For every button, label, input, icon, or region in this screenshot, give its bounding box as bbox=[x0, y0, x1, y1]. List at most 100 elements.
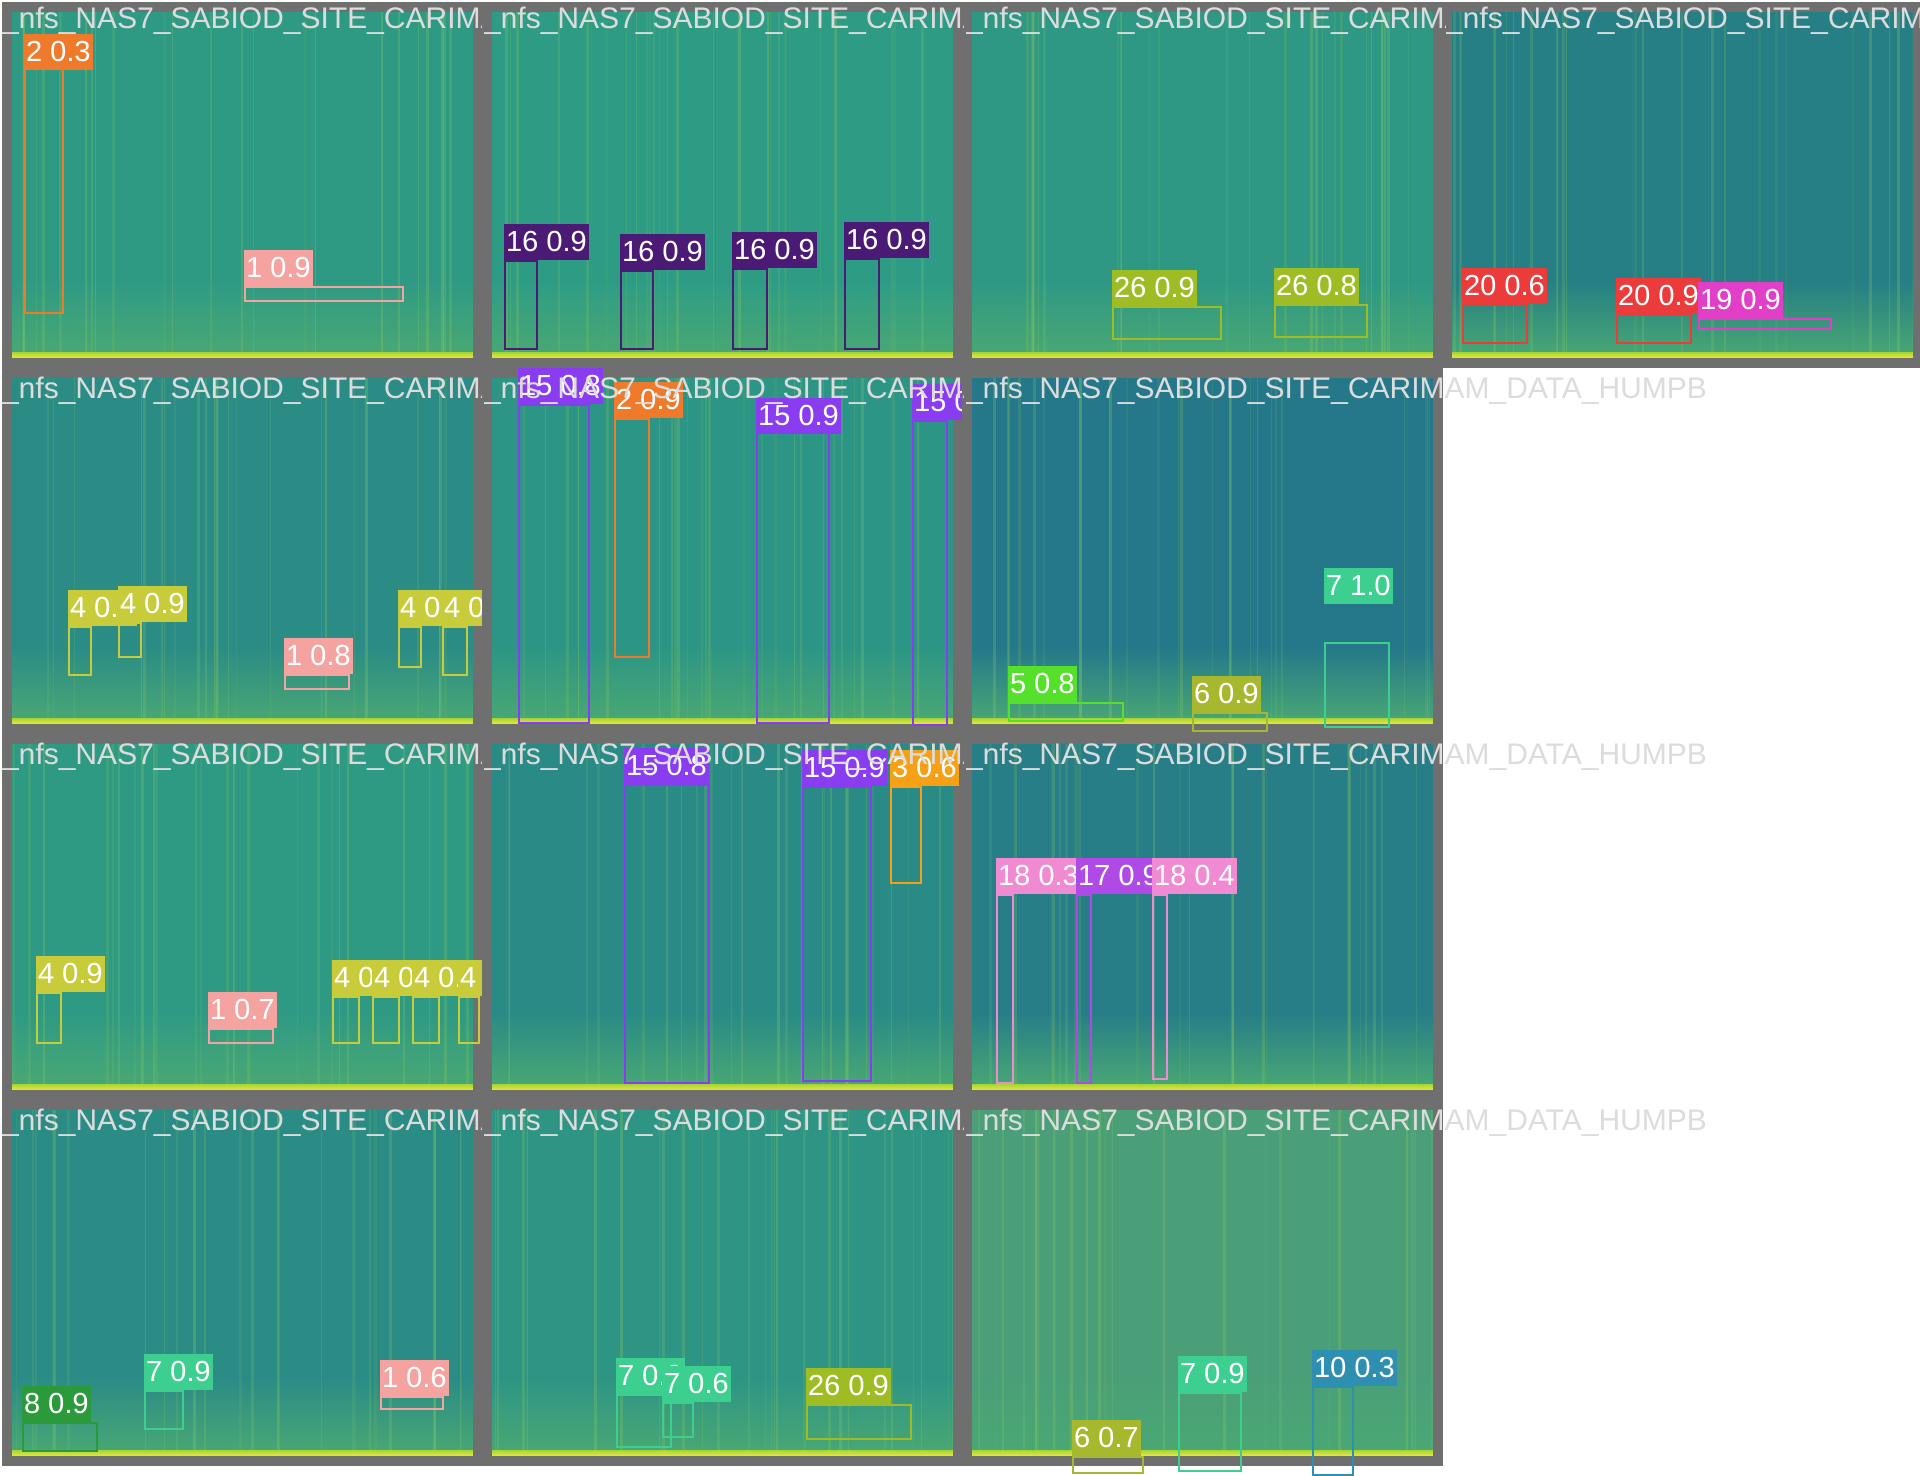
spectrogram-image bbox=[12, 378, 473, 724]
spectrogram-stripe bbox=[848, 1110, 849, 1456]
spectrogram-stripe bbox=[523, 378, 525, 724]
spectrogram-stripe bbox=[894, 12, 896, 358]
spectrogram-stripe bbox=[586, 744, 588, 1090]
spectrogram-tile bbox=[2, 368, 483, 734]
spectrogram-stripe bbox=[908, 744, 909, 1090]
spectrogram-stripe bbox=[444, 744, 447, 1090]
spectrogram-stripe bbox=[1387, 12, 1390, 358]
spectrogram-stripe bbox=[1724, 12, 1726, 358]
spectrogram-stripe bbox=[433, 1110, 436, 1456]
spectrogram-stripe bbox=[374, 1110, 377, 1456]
spectrogram-stripe bbox=[59, 12, 62, 358]
spectrogram-stripe bbox=[948, 1110, 949, 1456]
spectrogram-stripe bbox=[1453, 12, 1456, 358]
spectrogram-stripe bbox=[1026, 12, 1029, 358]
tile-title-text: _nfs_NAS7_SABIOD_SITE_CARIMAM_DATA_HUMPB bbox=[966, 1104, 1707, 1137]
spectrogram-stripe bbox=[761, 378, 763, 724]
tile-title-text: _nfs_NAS7_SABIOD_SITE_CARIMAM_DATA_HUMPB bbox=[2, 372, 482, 405]
detection-box bbox=[1462, 304, 1528, 344]
spectrogram-floor-band bbox=[972, 1084, 1433, 1090]
spectrogram-stripe bbox=[1384, 12, 1386, 358]
detection-label: 16 0.9 bbox=[844, 222, 929, 258]
spectrogram-stripe bbox=[1179, 744, 1181, 1090]
spectrogram-stripe bbox=[226, 744, 229, 1090]
spectrogram-stripe bbox=[112, 12, 115, 358]
spectrogram-stripe bbox=[1104, 1110, 1107, 1456]
spectrogram-stripe bbox=[785, 744, 788, 1090]
spectrogram-stripe bbox=[1059, 744, 1061, 1090]
detection-box bbox=[458, 996, 480, 1044]
tile-title-text: _nfs_NAS7_SABIOD_SITE_CARIMAM_DATA_HUMPB bbox=[966, 372, 1707, 405]
detection-box bbox=[732, 268, 768, 350]
spectrogram-stripe bbox=[784, 12, 787, 358]
spectrogram-stripe bbox=[828, 1110, 831, 1456]
spectrogram-stripe bbox=[1557, 12, 1558, 358]
tile-title-text: _nfs_NAS7_SABIOD_SITE_CARIMAM_DATA_HUMPB bbox=[2, 738, 482, 771]
detection-box bbox=[1312, 1386, 1354, 1476]
detection-label: 16 0.9 bbox=[504, 224, 589, 260]
spectrogram-floor-band bbox=[12, 1450, 473, 1456]
spectrogram-stripe bbox=[42, 12, 45, 358]
spectrogram-stripe bbox=[429, 744, 430, 1090]
detection-box bbox=[1698, 318, 1832, 330]
spectrogram-stripe bbox=[845, 744, 848, 1090]
spectrogram-stripe bbox=[1406, 1110, 1408, 1456]
spectrogram-stripe bbox=[978, 1110, 979, 1456]
spectrogram-stripe bbox=[365, 378, 368, 724]
spectrogram-stripe bbox=[1229, 378, 1231, 724]
spectrogram-stripe bbox=[713, 12, 714, 358]
spectrogram-stripe bbox=[239, 1110, 242, 1456]
spectrogram-stripe bbox=[353, 1110, 356, 1456]
detection-box bbox=[624, 784, 710, 1084]
spectrogram-stripe bbox=[767, 12, 769, 358]
spectrogram-stripe bbox=[434, 1110, 436, 1456]
detection-box bbox=[518, 404, 590, 724]
detection-label: 4 0.9 bbox=[36, 956, 105, 992]
spectrogram-stripe bbox=[1506, 12, 1507, 358]
spectrogram-image bbox=[492, 744, 953, 1090]
spectrogram-stripe bbox=[1348, 744, 1351, 1090]
spectrogram-stripe bbox=[995, 1110, 996, 1456]
spectrogram-stripe bbox=[620, 1110, 623, 1456]
spectrogram-stripe bbox=[174, 378, 176, 724]
spectrogram-stripe bbox=[277, 1110, 279, 1456]
spectrogram-image bbox=[972, 378, 1433, 724]
spectrogram-stripe bbox=[1033, 378, 1036, 724]
spectrogram-stripe bbox=[112, 744, 114, 1090]
spectrogram-stripe bbox=[979, 1110, 980, 1456]
detection-label: 2 0.3 bbox=[24, 34, 93, 70]
spectrogram-stripe bbox=[1074, 744, 1077, 1090]
spectrogram-stripe bbox=[510, 12, 511, 358]
spectrogram-stripe bbox=[251, 1110, 254, 1456]
spectrogram-stripe bbox=[681, 744, 682, 1090]
spectrogram-stripe bbox=[1079, 378, 1082, 724]
spectrogram-stripe bbox=[86, 12, 87, 358]
detection-box bbox=[372, 996, 400, 1044]
spectrogram-stripe bbox=[172, 12, 173, 358]
spectrogram-stripe bbox=[1035, 1110, 1036, 1456]
detection-box bbox=[68, 626, 92, 676]
spectrogram-image bbox=[972, 744, 1433, 1090]
spectrogram-floor-band bbox=[492, 718, 953, 724]
tile-title-text: _nfs_NAS7_SABIOD_SITE_CARIMAM_DATA_HUMPB bbox=[2, 2, 482, 35]
spectrogram-stripe bbox=[28, 744, 31, 1090]
spectrogram-stripe bbox=[1180, 378, 1183, 724]
spectrogram-stripe bbox=[439, 378, 442, 724]
spectrogram-stripe bbox=[1109, 378, 1112, 724]
spectrogram-stripe bbox=[578, 378, 579, 724]
spectrogram-stripe bbox=[1149, 12, 1150, 358]
spectrogram-stripe bbox=[95, 12, 96, 358]
spectrogram-stripe bbox=[1562, 12, 1565, 358]
detection-label: 10 0.3 bbox=[1312, 1350, 1397, 1386]
spectrogram-stripe bbox=[1112, 1110, 1113, 1456]
spectrogram-stripe bbox=[1036, 1110, 1039, 1456]
spectrogram-stripe bbox=[398, 12, 400, 358]
spectrogram-tile bbox=[962, 1100, 1443, 1466]
spectrogram-stripe bbox=[917, 378, 919, 724]
detection-box bbox=[756, 398, 830, 724]
spectrogram-stripe bbox=[1284, 12, 1287, 358]
spectrogram-stripe bbox=[671, 378, 673, 724]
detection-label: 15 0.9 bbox=[756, 398, 841, 434]
detection-label: 17 0.9 bbox=[1076, 858, 1161, 894]
detection-box bbox=[1152, 894, 1168, 1080]
